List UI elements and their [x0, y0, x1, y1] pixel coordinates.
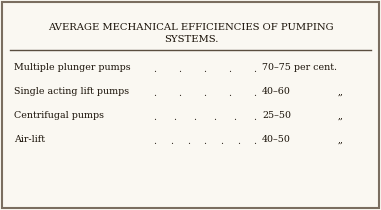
- Text: .: .: [234, 113, 237, 122]
- Text: Air-lift: Air-lift: [14, 135, 45, 144]
- Text: .: .: [154, 136, 157, 146]
- Text: .: .: [154, 64, 157, 74]
- Text: .: .: [253, 88, 256, 97]
- Text: .: .: [253, 136, 256, 146]
- Text: .: .: [253, 113, 256, 122]
- Text: 40–50: 40–50: [262, 135, 291, 144]
- Text: AVERAGE MECHANICAL EFFICIENCIES OF PUMPING: AVERAGE MECHANICAL EFFICIENCIES OF PUMPI…: [48, 22, 334, 32]
- Text: .: .: [173, 113, 176, 122]
- Text: 40–60: 40–60: [262, 88, 291, 97]
- Text: .: .: [229, 64, 232, 74]
- Text: 70–75 per cent.: 70–75 per cent.: [262, 63, 337, 72]
- Text: .: .: [194, 113, 197, 122]
- Text: ,,: ,,: [338, 112, 344, 121]
- Text: .: .: [237, 136, 240, 146]
- Text: .: .: [187, 136, 190, 146]
- Text: .: .: [203, 64, 207, 74]
- Text: 25–50: 25–50: [262, 112, 291, 121]
- Text: SYSTEMS.: SYSTEMS.: [164, 35, 218, 45]
- Text: ,,: ,,: [338, 135, 344, 144]
- Text: .: .: [170, 136, 173, 146]
- Text: .: .: [203, 136, 207, 146]
- Text: .: .: [154, 113, 157, 122]
- Text: .: .: [179, 88, 181, 97]
- Text: .: .: [229, 88, 232, 97]
- Text: .: .: [220, 136, 223, 146]
- Text: .: .: [203, 88, 207, 97]
- Text: .: .: [213, 113, 216, 122]
- Text: .: .: [253, 64, 256, 74]
- Text: .: .: [179, 64, 181, 74]
- Text: Multiple plunger pumps: Multiple plunger pumps: [14, 63, 131, 72]
- Text: ,,: ,,: [338, 88, 344, 97]
- Text: .: .: [154, 88, 157, 97]
- Text: Centrifugal pumps: Centrifugal pumps: [14, 112, 104, 121]
- Text: Single acting lift pumps: Single acting lift pumps: [14, 88, 129, 97]
